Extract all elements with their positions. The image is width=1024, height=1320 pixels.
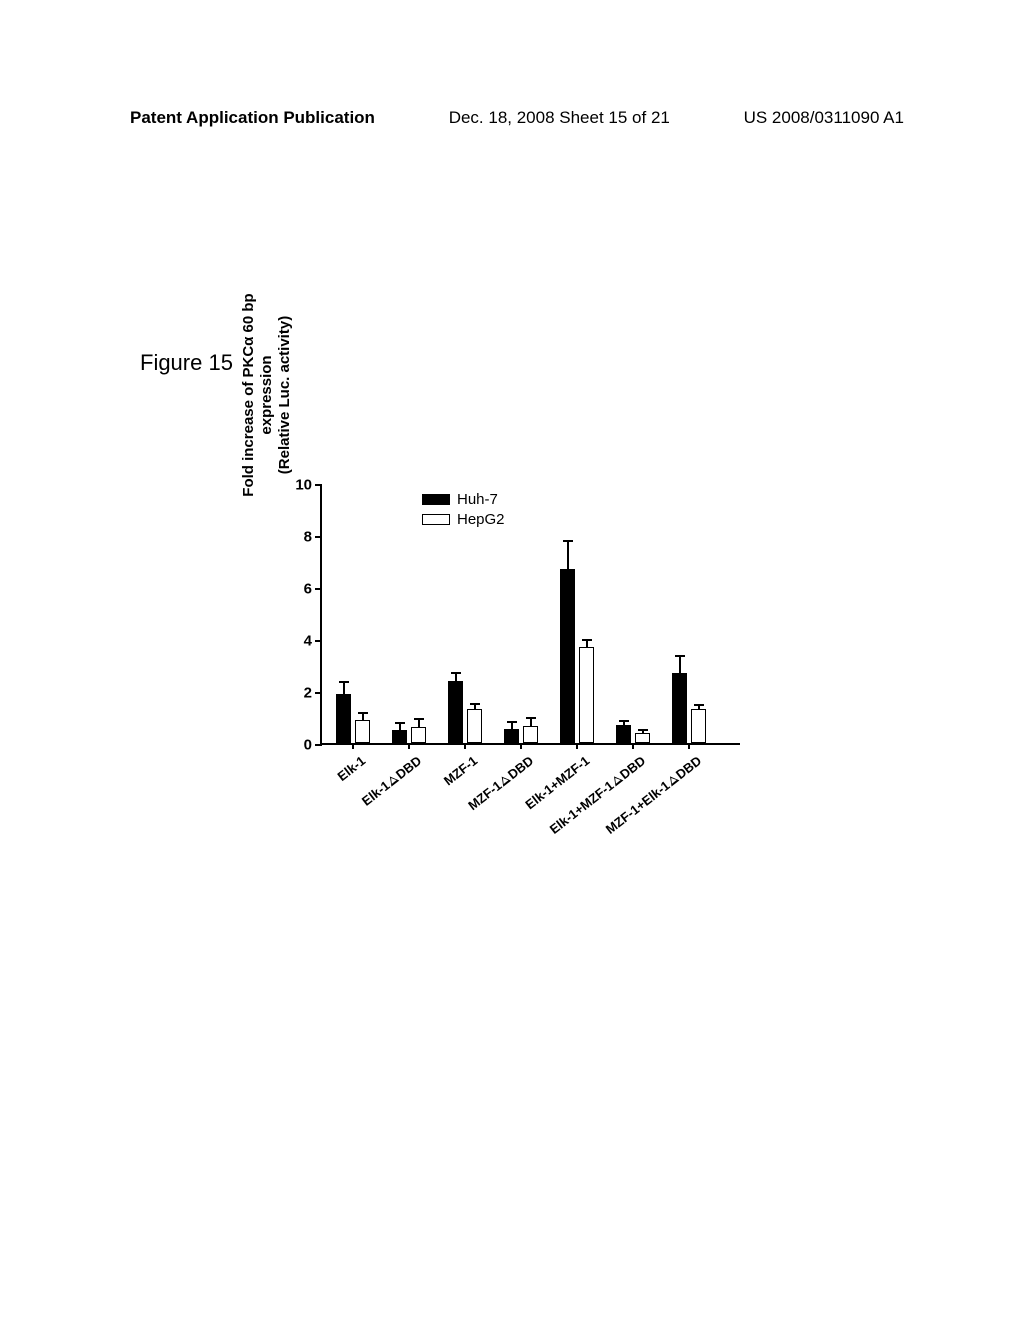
y-tick bbox=[315, 744, 322, 746]
plot-area: Huh-7 HepG2 0246810Elk-1Elk-1DBDMZF-1MZF… bbox=[320, 485, 740, 745]
legend-item-hepg2: HepG2 bbox=[422, 511, 505, 528]
x-axis-label: Elk-1 bbox=[335, 753, 369, 784]
bar-chart: Fold increase of PKCα 60 bp expression (… bbox=[260, 480, 780, 900]
page-header: Patent Application Publication Dec. 18, … bbox=[0, 108, 1024, 128]
bar-hepg2 bbox=[467, 709, 482, 743]
chart-legend: Huh-7 HepG2 bbox=[422, 491, 505, 531]
legend-label-hepg2: HepG2 bbox=[457, 511, 505, 528]
header-patent-number: US 2008/0311090 A1 bbox=[744, 108, 904, 128]
y-tick-label: 4 bbox=[304, 633, 312, 650]
x-tick bbox=[464, 743, 466, 749]
x-tick bbox=[352, 743, 354, 749]
figure-label: Figure 15 bbox=[140, 350, 233, 376]
y-axis-label: Fold increase of PKCα 60 bp expression (… bbox=[240, 265, 280, 525]
bar-huh7 bbox=[560, 569, 575, 743]
y-tick bbox=[315, 536, 322, 538]
y-axis-label-line1: Fold increase of PKCα 60 bp expression bbox=[240, 265, 276, 525]
x-tick bbox=[408, 743, 410, 749]
y-tick bbox=[315, 484, 322, 486]
bar-huh7 bbox=[672, 673, 687, 743]
y-tick bbox=[315, 588, 322, 590]
y-tick-label: 8 bbox=[304, 529, 312, 546]
bar-hepg2 bbox=[579, 647, 594, 743]
y-tick-label: 2 bbox=[304, 685, 312, 702]
legend-label-huh7: Huh-7 bbox=[457, 491, 498, 508]
bar-hepg2 bbox=[411, 727, 426, 743]
bar-hepg2 bbox=[691, 709, 706, 743]
bar-hepg2 bbox=[635, 733, 650, 743]
x-axis-label: Elk-1+MZF-1DBD bbox=[547, 753, 649, 837]
y-tick-label: 6 bbox=[304, 581, 312, 598]
x-tick bbox=[632, 743, 634, 749]
legend-swatch-hepg2 bbox=[422, 514, 450, 525]
bar-huh7 bbox=[504, 729, 519, 743]
bar-huh7 bbox=[336, 694, 351, 743]
legend-swatch-huh7 bbox=[422, 494, 450, 505]
header-sheet: Dec. 18, 2008 Sheet 15 of 21 bbox=[449, 108, 670, 128]
y-tick bbox=[315, 640, 322, 642]
header-publication: Patent Application Publication bbox=[130, 108, 375, 128]
x-tick bbox=[576, 743, 578, 749]
legend-item-huh7: Huh-7 bbox=[422, 491, 505, 508]
x-tick bbox=[688, 743, 690, 749]
bar-huh7 bbox=[448, 681, 463, 743]
x-axis-label: MZF-1 bbox=[441, 753, 480, 788]
x-tick bbox=[520, 743, 522, 749]
bar-hepg2 bbox=[355, 720, 370, 743]
bar-huh7 bbox=[616, 725, 631, 743]
y-axis-label-line2: (Relative Luc. activity) bbox=[276, 265, 294, 525]
y-tick bbox=[315, 692, 322, 694]
y-tick-label: 0 bbox=[304, 737, 312, 754]
bar-hepg2 bbox=[523, 726, 538, 743]
x-axis-label: Elk-1DBD bbox=[359, 753, 424, 809]
y-tick-label: 10 bbox=[295, 477, 312, 494]
bar-huh7 bbox=[392, 730, 407, 743]
x-axis-label: MZF-1+Elk-1DBD bbox=[603, 753, 705, 837]
